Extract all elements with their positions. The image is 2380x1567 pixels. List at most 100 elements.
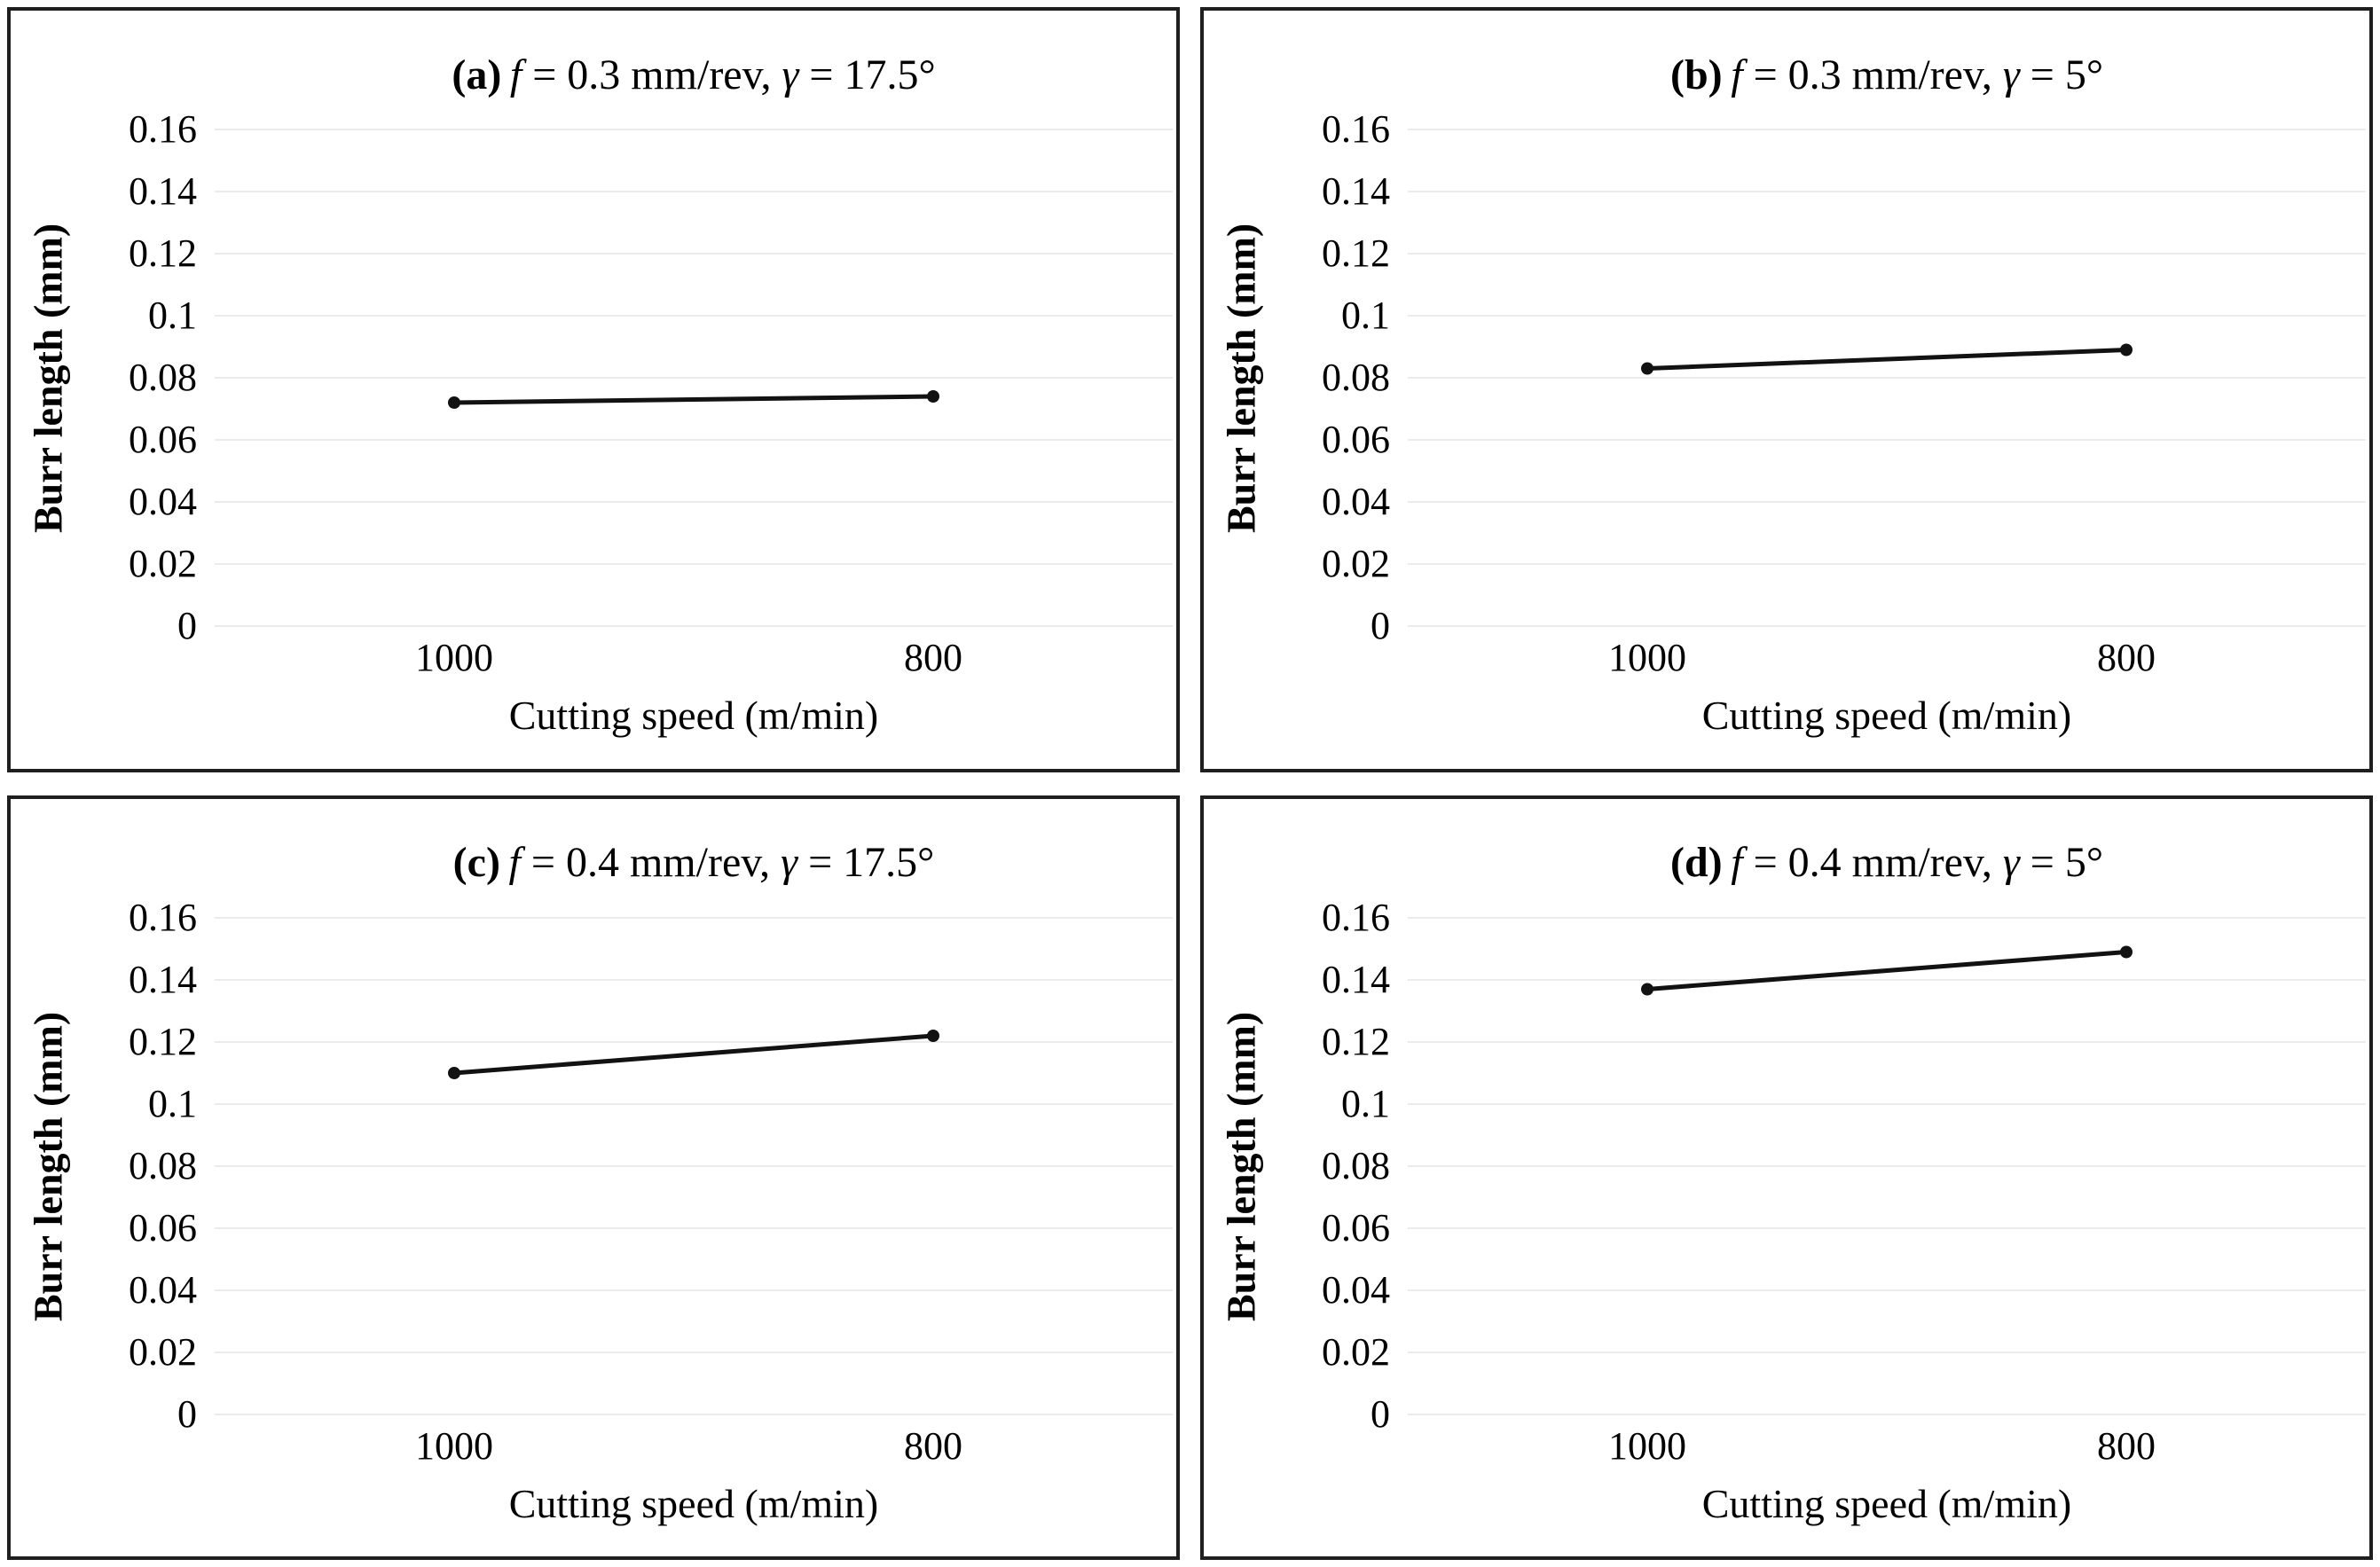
data-point-marker [927, 390, 939, 403]
x-axis-tick-labels: 1000 800 [1408, 1414, 2366, 1471]
series-line [453, 394, 934, 405]
gamma-symbol: γ [2002, 51, 2020, 98]
y-tick-label: 0.16 [1322, 895, 1390, 939]
y-tick-label: 0.08 [1322, 356, 1390, 399]
gridline [1408, 1351, 2366, 1353]
title-text: = 0.4 mm/rev, [520, 839, 782, 886]
panel-a: (a) f = 0.3 mm/rev, γ = 17.5° Burr length… [7, 7, 1180, 772]
y-tick-label: 0.12 [1322, 1019, 1390, 1063]
gridline [1408, 916, 2366, 919]
gridline [1408, 978, 2366, 981]
x-tick-label: 800 [904, 636, 962, 679]
y-tick-label: 0.14 [1322, 169, 1390, 213]
y-tick-label: 0.14 [129, 169, 197, 213]
gridline [215, 315, 1173, 317]
y-axis-tick-labels: 0.16 0.14 0.12 0.1 0.08 0.06 0.04 0.02 0 [1278, 897, 1408, 1433]
title-text: = 17.5° [798, 51, 936, 98]
x-tick-label: 800 [2097, 636, 2156, 679]
gridline [1408, 1164, 2366, 1167]
chart-title: (d) f = 0.4 mm/rev, γ = 5° [1408, 808, 2366, 918]
gridline [1408, 1413, 2366, 1415]
gridline [1408, 501, 2366, 503]
title-text: = 0.3 mm/rev, [522, 51, 782, 98]
y-axis-tick-labels: 0.16 0.14 0.12 0.1 0.08 0.06 0.04 0.02 0 [85, 110, 215, 646]
x-tick-label: 800 [904, 1423, 962, 1468]
y-tick-label: 0.14 [1322, 957, 1390, 1001]
series-layer [448, 1029, 939, 1079]
gamma-symbol: γ [2002, 839, 2020, 886]
y-tick-label: 0.06 [129, 1205, 197, 1250]
y-tick-label: 0.12 [129, 1019, 197, 1063]
plot-area [215, 129, 1173, 627]
x-axis-tick-labels: 1000 800 [1408, 626, 2366, 683]
y-tick-label: 0.02 [129, 1329, 197, 1374]
y-tick-label: 0.04 [129, 1267, 197, 1312]
gridline [1408, 253, 2366, 255]
gridline [215, 377, 1173, 379]
y-tick-label: 0 [1371, 604, 1390, 647]
gridline [1408, 1102, 2366, 1105]
x-tick-label: 1000 [1608, 636, 1686, 679]
y-axis-title: Burr length (mm) [1218, 223, 1264, 533]
y-tick-label: 0.1 [1341, 294, 1390, 337]
x-axis-tick-labels: 1000 800 [215, 626, 1173, 683]
series-line [1646, 949, 2127, 991]
y-axis-title: Burr length (mm) [1218, 1010, 1264, 1321]
series-line [453, 1033, 934, 1075]
title-text: = 0.4 mm/rev, [1742, 839, 2003, 886]
gridline [215, 439, 1173, 441]
gridline [1408, 191, 2366, 192]
y-tick-label: 0.12 [129, 231, 197, 275]
y-tick-label: 0.04 [1322, 1267, 1390, 1312]
gridline [1408, 315, 2366, 317]
gridline [215, 1226, 1173, 1229]
feed-symbol: f [1731, 839, 1743, 886]
gridline [1408, 625, 2366, 627]
y-tick-label: 0.08 [1322, 1143, 1390, 1187]
panel-letter: (d) [1669, 839, 1723, 886]
series-layer [1641, 945, 2133, 995]
feed-symbol: f [509, 51, 522, 98]
x-tick-label: 800 [2097, 1423, 2156, 1468]
y-tick-label: 0.1 [1341, 1081, 1390, 1125]
data-point-marker [927, 1029, 939, 1042]
title-text: = 5° [2019, 51, 2104, 98]
y-tick-label: 0 [1371, 1391, 1390, 1436]
x-axis-title: Cutting speed (m/min) [508, 1480, 879, 1526]
chart-title: (b) f = 0.3 mm/rev, γ = 5° [1408, 20, 2366, 129]
panel-letter: (a) [452, 51, 502, 98]
data-point-marker [1641, 983, 1653, 995]
y-tick-label: 0.06 [1322, 1205, 1390, 1250]
gridline [215, 1164, 1173, 1167]
x-axis-title: Cutting speed (m/min) [1701, 1480, 2072, 1526]
y-tick-label: 0.04 [1322, 480, 1390, 523]
x-axis-title: Cutting speed (m/min) [1701, 693, 2072, 738]
x-tick-label: 1000 [415, 1423, 493, 1468]
gridline [215, 1102, 1173, 1105]
x-tick-label: 1000 [415, 636, 493, 679]
plot-area [1408, 129, 2366, 627]
series-layer [1641, 343, 2133, 375]
y-tick-label: 0.14 [129, 957, 197, 1001]
y-tick-label: 0.02 [1322, 542, 1390, 585]
series-layer [448, 390, 939, 409]
gamma-symbol: γ [781, 839, 798, 886]
y-tick-label: 0.06 [129, 418, 197, 461]
gridline [1408, 1040, 2366, 1043]
feed-symbol: f [508, 839, 521, 886]
title-text: = 17.5° [797, 839, 935, 886]
y-tick-label: 0.1 [148, 294, 197, 337]
title-text: = 5° [2019, 839, 2104, 886]
gridline [1408, 563, 2366, 565]
panel-letter: (c) [452, 839, 500, 886]
gridline [215, 563, 1173, 565]
x-axis-tick-labels: 1000 800 [215, 1414, 1173, 1471]
gridline [1408, 439, 2366, 441]
plot-area [1408, 916, 2366, 1415]
y-tick-label: 0.1 [148, 1081, 197, 1125]
gridline [215, 1351, 1173, 1353]
feed-symbol: f [1731, 51, 1743, 98]
panel-d: (d) f = 0.4 mm/rev, γ = 5° Burr length (m… [1200, 795, 2373, 1560]
x-tick-label: 1000 [1608, 1423, 1686, 1468]
